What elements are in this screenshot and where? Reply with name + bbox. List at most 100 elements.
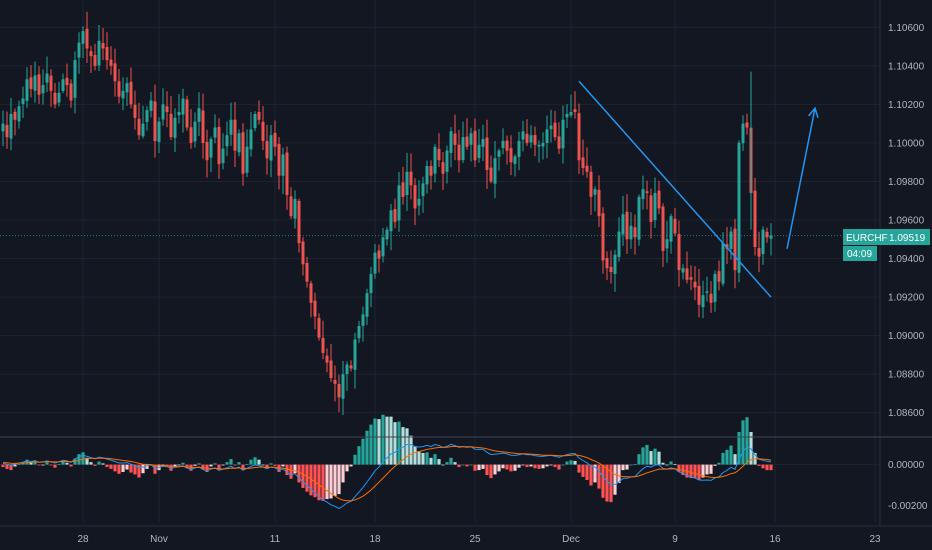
candle-body [393,209,397,222]
candle-body [709,293,713,303]
candle-body [397,185,401,221]
macd-histogram-bar [249,459,253,465]
candle-body [729,231,733,249]
macd-histogram-bar [197,463,201,465]
macd-histogram-bar [121,464,125,472]
macd-histogram-bar [717,462,721,465]
macd-histogram-bar [97,461,101,465]
macd-histogram-bar [733,454,737,465]
macd-histogram-bar [609,464,613,503]
candle-body [301,241,305,265]
macd-histogram-bar [217,464,221,470]
candle-body [33,75,37,91]
macd-histogram-bar [313,464,317,498]
macd-histogram-bar [241,464,245,471]
candle-body [405,171,409,196]
candle-body [581,157,585,168]
candle-body [161,104,165,120]
candlestick-series [0,11,843,416]
candle-body [133,104,137,118]
macd-histogram-bar [513,464,517,471]
candle-body [533,135,537,145]
candle-body [13,111,17,120]
candle-body [409,171,413,186]
symbol-tag-bg [843,229,930,245]
candle-body [153,101,157,141]
macd-histogram-bar [85,457,89,465]
macd-histogram-bar [409,435,413,465]
macd-histogram-bar [417,451,421,465]
macd-histogram-bar [1,464,5,468]
drawings-layer[interactable] [578,80,819,298]
candle-body [417,198,421,206]
candle-body [553,122,557,138]
macd-histogram-bar [537,464,541,469]
macd-histogram-bar [425,452,429,465]
candle-body [245,146,249,173]
macd-histogram-bar [769,464,773,471]
time-tick-label: 28 [77,534,89,545]
macd-histogram-bar [245,463,249,465]
macd-histogram-bar [401,427,405,465]
macd-histogram-bar [9,464,13,471]
macd-histogram-bar [213,463,217,465]
macd-histogram-bar [729,445,733,465]
price-tick-label: 1.10600 [888,23,925,34]
macd-histogram-bar [357,446,361,465]
macd-histogram-bar [445,462,449,465]
macd-histogram-bar [289,464,293,479]
macd-histogram-bar [413,446,417,465]
candle-body [665,239,669,249]
time-tick-label: Dec [562,534,580,545]
candle-body [109,59,113,66]
candle-body [125,83,129,93]
candle-body [661,206,665,251]
candle-body [9,114,13,139]
macd-histogram-bar [309,464,313,496]
candle-body [625,211,629,240]
macd-histogram-bar [741,420,745,465]
candle-body [453,133,457,145]
candle-body [433,146,437,174]
macd-histogram-bar [237,462,241,465]
candle-body [549,125,553,130]
macd-histogram-bar [489,464,493,479]
candle-body [353,339,357,370]
candle-body [317,318,321,338]
macd-histogram-bar [533,464,537,469]
price-tick-label: 1.10400 [888,61,925,72]
arrow-head[interactable] [808,106,819,118]
candle-body [197,108,201,122]
candle-body [501,140,505,148]
candle-body [569,112,573,116]
candle-body [425,166,429,185]
macd-histogram-bar [497,464,501,472]
trendline[interactable] [578,80,772,298]
macd-histogram-bar [709,464,713,474]
macd-histogram-bar [341,464,345,483]
candle-body [357,326,361,339]
macd-histogram-bar [577,464,581,473]
candle-body [745,122,749,128]
candle-body [613,254,617,274]
arrow-line[interactable] [786,108,816,250]
candle-body [69,83,73,101]
candle-body [449,131,453,153]
candle-body [589,171,593,197]
candle-body [101,42,105,49]
candle-body [297,200,301,244]
macd-histogram-bar [761,464,765,469]
candle-body [621,214,625,235]
macd-histogram-bar [93,464,97,466]
candle-body [49,75,53,91]
candle-body [137,118,141,136]
macd-histogram-bar [485,464,489,476]
candle-body [157,121,161,142]
macd-histogram-bar [441,464,445,466]
price-tick-label: 1.09400 [888,254,925,265]
macd-histogram-bar [365,430,369,465]
macd-histogram-bar [397,421,401,465]
macd-histogram-bar [549,464,553,466]
